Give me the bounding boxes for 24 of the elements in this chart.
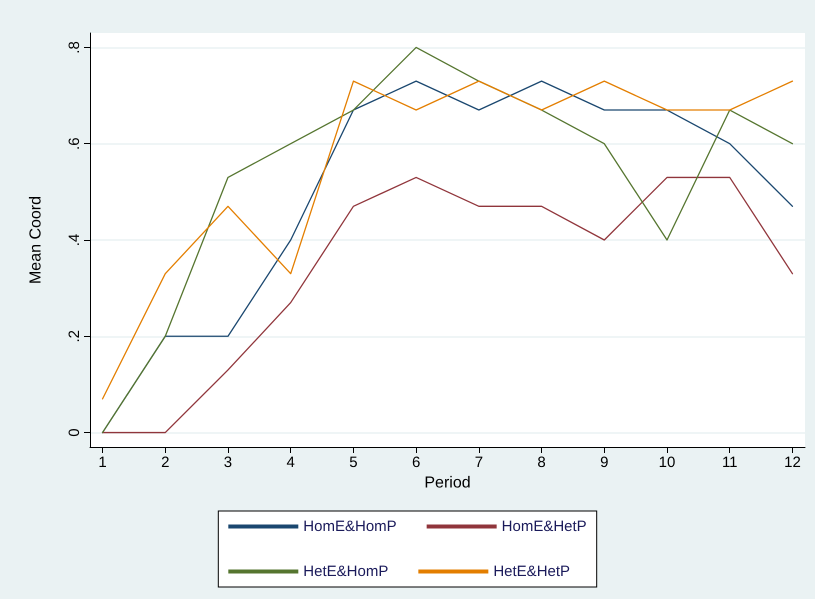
x-tick-label: 12: [784, 454, 801, 471]
x-tick-label: 2: [161, 454, 170, 471]
y-tick-label: .6: [66, 137, 83, 150]
y-axis-title: Mean Coord: [28, 196, 44, 284]
x-tick-label: 1: [98, 454, 107, 471]
x-tick-label: 11: [722, 454, 738, 471]
line-series: [102, 176, 794, 434]
x-tick-label: 8: [537, 454, 546, 471]
y-tick-label: .2: [66, 330, 83, 343]
x-tick-label: 5: [349, 454, 358, 471]
x-tick-label: 6: [412, 454, 420, 471]
legend-label: HomE&HomP: [303, 518, 397, 535]
legend-label: HetE&HomP: [303, 563, 388, 580]
y-tick-label: .8: [66, 41, 83, 54]
x-tick-label: 10: [658, 454, 676, 471]
x-axis-title: Period: [424, 474, 471, 492]
x-tick-label: 3: [224, 454, 232, 471]
y-tick-label: .4: [66, 234, 83, 246]
legend-label: HetE&HetP: [493, 563, 570, 580]
x-tick-label: 9: [600, 454, 608, 471]
y-tick-label: 0: [66, 428, 83, 437]
legend-label: HomE&HetP: [502, 518, 587, 535]
x-tick-label: 7: [474, 454, 484, 471]
x-tick-label: 4: [286, 454, 295, 471]
